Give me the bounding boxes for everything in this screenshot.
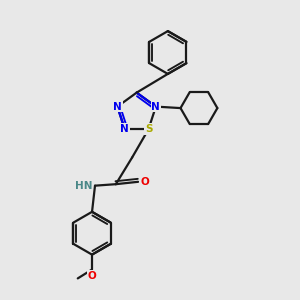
Text: O: O <box>140 177 149 187</box>
Text: S: S <box>145 124 152 134</box>
Text: HN: HN <box>74 181 92 191</box>
Text: O: O <box>88 271 96 281</box>
Text: N: N <box>113 102 122 112</box>
Text: N: N <box>152 102 160 112</box>
Text: N: N <box>120 124 129 134</box>
